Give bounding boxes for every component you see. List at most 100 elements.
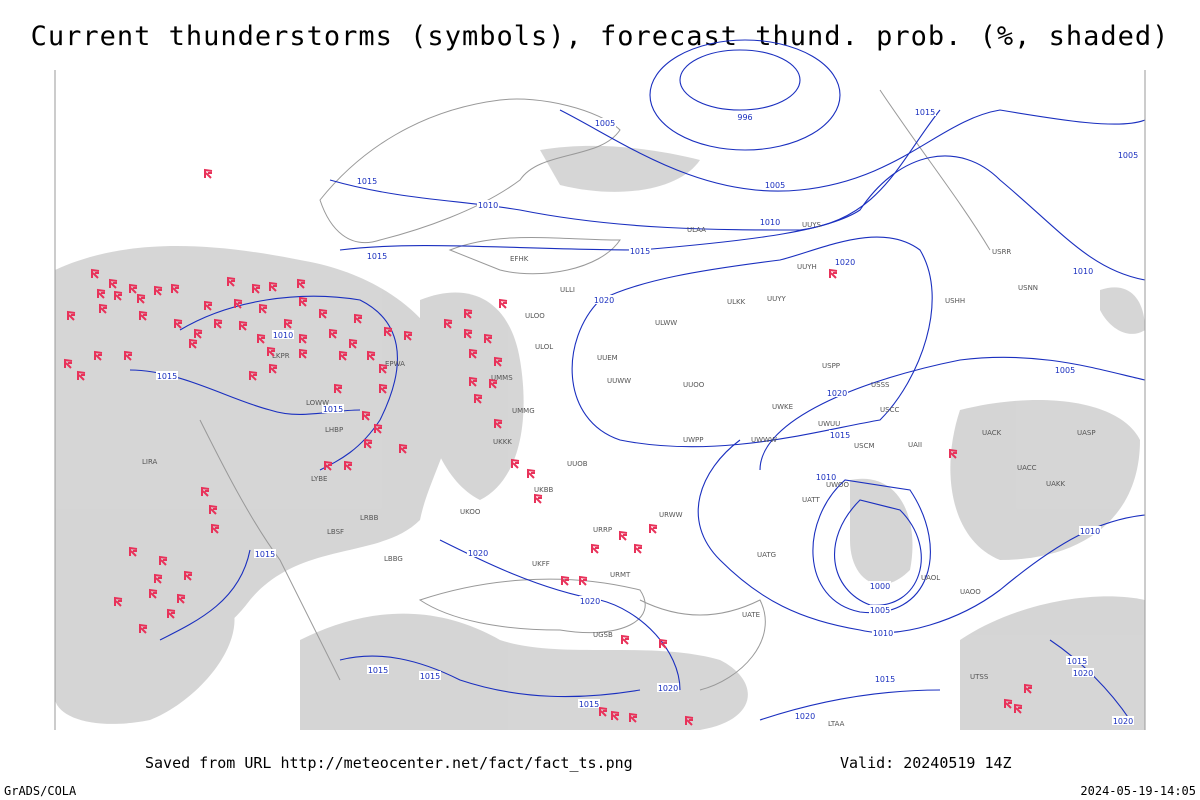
thunderstorm-symbol <box>239 320 248 331</box>
thunderstorm-symbol <box>97 288 106 299</box>
thunderstorm-symbol <box>167 608 176 619</box>
thunderstorm-symbol <box>489 378 498 389</box>
station-code: URMT <box>610 571 631 579</box>
thunderstorm-symbol <box>299 296 308 307</box>
thunderstorm-symbol <box>444 318 453 329</box>
station-code: ULOL <box>535 343 553 351</box>
thunderstorm-symbol <box>344 460 353 471</box>
isobar-label: 1005 <box>870 606 890 615</box>
thunderstorm-symbol <box>534 493 543 504</box>
station-code: ULLI <box>560 286 575 294</box>
thunderstorm-symbol <box>1024 683 1033 694</box>
station-code: ULAA <box>687 226 706 234</box>
isobar-label: 1015 <box>915 108 935 117</box>
thunderstorm-symbol <box>177 593 186 604</box>
isobar-label-bg <box>657 683 679 692</box>
thunderstorm-symbol <box>114 596 123 607</box>
station-code: UWKE <box>772 403 793 411</box>
thunderstorm-symbol <box>561 575 570 586</box>
isobar-label: 1020 <box>658 684 678 693</box>
thunderstorm-symbol <box>527 468 536 479</box>
isobar-label: 1020 <box>1073 669 1093 678</box>
isobar-label: 1020 <box>795 712 815 721</box>
thunderstorm-symbol <box>299 348 308 359</box>
station-code: UUYH <box>797 263 817 271</box>
station-code: UUYS <box>802 221 822 229</box>
thunderstorm-symbol <box>649 523 658 534</box>
isobar-label: 1020 <box>594 296 614 305</box>
isobar-label: 996 <box>737 113 752 122</box>
thunderstorm-symbol <box>469 376 478 387</box>
isobar-label-bg <box>764 180 786 189</box>
station-code: UAOL <box>921 574 940 582</box>
isobar-label-bg <box>477 200 499 209</box>
station-code: UGSB <box>593 631 613 639</box>
isobar-label-bg <box>759 217 781 226</box>
isobar-label-bg <box>629 246 651 255</box>
isobar-label-bg <box>272 330 294 339</box>
thunderstorm-symbol <box>234 298 243 309</box>
station-code: USHH <box>945 297 965 305</box>
isobar-label-bg <box>869 581 891 590</box>
station-code: LBBG <box>384 555 403 563</box>
station-code: UACK <box>982 429 1002 437</box>
thunderstorm-symbol <box>404 330 413 341</box>
timestamp: 2024-05-19-14:05 <box>1080 784 1196 798</box>
station-code: UATE <box>742 611 760 619</box>
thunderstorm-symbol <box>269 281 278 292</box>
station-code: EPWA <box>385 360 405 368</box>
isobar-label-bg <box>1066 656 1088 665</box>
thunderstorm-symbol <box>499 298 508 309</box>
isobar-label: 1015 <box>420 672 440 681</box>
isobar-label-bg <box>578 699 600 708</box>
isobar-label-bg <box>829 430 851 439</box>
isobar-label-bg <box>593 295 615 304</box>
isobar-label-bg <box>872 628 894 637</box>
isobar-label-bg <box>1117 150 1139 159</box>
isobar-label-bg <box>1054 365 1076 374</box>
isobar-label: 1020 <box>835 258 855 267</box>
thunderstorm-symbol <box>364 438 373 449</box>
isobar-label: 1010 <box>478 201 498 210</box>
thunderstorm-symbol <box>354 313 363 324</box>
coastlines <box>199 89 991 691</box>
isobar-label: 1010 <box>816 473 836 482</box>
thunderstorm-symbol <box>579 575 588 586</box>
isobar-label: 1015 <box>368 666 388 675</box>
isobar-label: 1005 <box>1055 366 1075 375</box>
isobar-label: 1015 <box>875 675 895 684</box>
thunderstorm-symbol <box>1014 703 1023 714</box>
isobar-label: 1015 <box>1067 657 1087 666</box>
thunderstorm-symbol <box>204 168 213 179</box>
thunderstorm-symbol <box>634 543 643 554</box>
title: Current thunderstorms (symbols), forecas… <box>31 21 1170 52</box>
thunderstorm-symbol <box>114 290 123 301</box>
thunderstorm-symbol <box>511 458 520 469</box>
station-code: LTAA <box>828 720 845 728</box>
isobar-label: 1015 <box>323 405 343 414</box>
thunderstorm-symbol <box>619 530 628 541</box>
thunderstorm-symbol <box>379 383 388 394</box>
thunderstorm-symbol <box>209 504 218 515</box>
station-code: USCC <box>880 406 899 414</box>
station-code: UATG <box>757 551 776 559</box>
isobar-label-bg <box>794 711 816 720</box>
thunderstorm-symbols <box>64 168 1033 726</box>
station-code: ULKK <box>727 298 746 306</box>
thunderstorm-symbol <box>201 486 210 497</box>
station-code: UWOO <box>826 481 850 489</box>
station-code: LIRA <box>142 458 158 466</box>
thunderstorm-symbol <box>64 358 73 369</box>
isobar-label-bg <box>874 674 896 683</box>
thunderstorm-symbol <box>362 410 371 421</box>
thunderstorm-symbol <box>299 333 308 344</box>
thunderstorm-symbol <box>484 333 493 344</box>
isobar-label: 1010 <box>1080 527 1100 536</box>
isobar-label-bg <box>1072 266 1094 275</box>
thunderstorm-symbol <box>124 350 133 361</box>
isobar-label-bg <box>467 548 489 557</box>
thunderstorm-symbol <box>591 543 600 554</box>
probability-shading <box>55 145 1145 730</box>
isobar-label: 1010 <box>873 629 893 638</box>
thunderstorm-symbol <box>139 623 148 634</box>
